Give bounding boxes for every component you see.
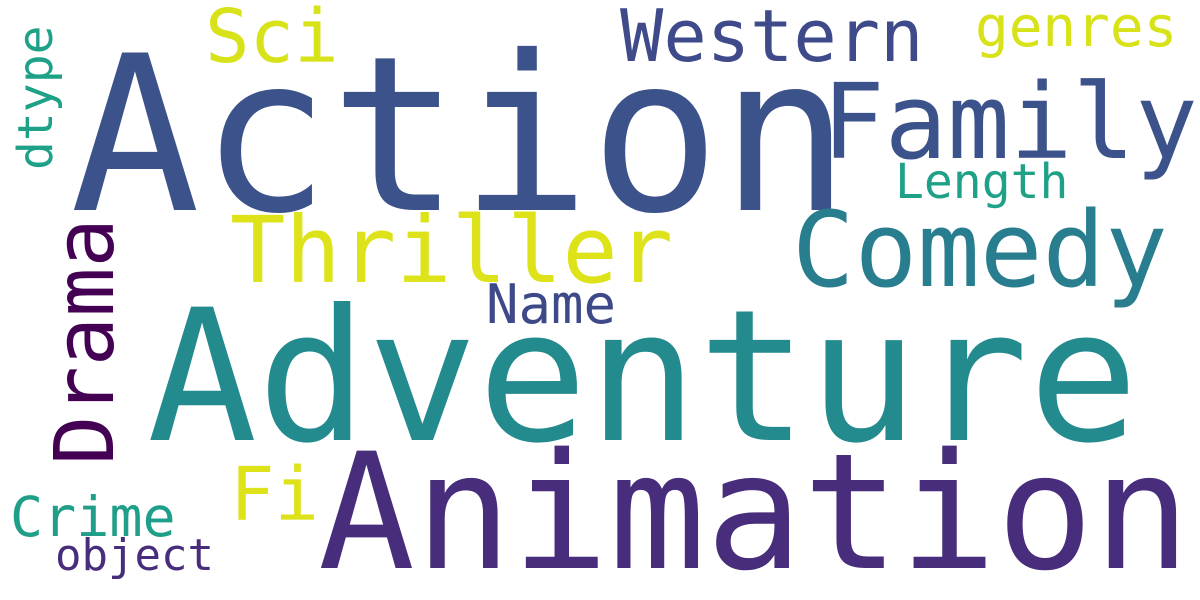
word-family: Family	[822, 61, 1198, 183]
word-western: Western	[620, 0, 924, 78]
word-action: Action	[70, 10, 851, 261]
word-length: Length	[895, 154, 1069, 210]
word-thriller: Thriller	[230, 197, 674, 304]
word-name: Name	[486, 273, 617, 336]
word-genres: genres	[975, 0, 1178, 60]
word-comedy: Comedy	[792, 189, 1168, 311]
word-dtype: dtype	[8, 25, 64, 171]
word-animation: Animation	[318, 419, 1191, 600]
word-object: object	[55, 530, 214, 581]
word-fi: Fi	[230, 452, 320, 538]
word-sci: Sci	[205, 0, 339, 80]
word-drama: Drama	[38, 218, 133, 465]
word-crime: Crime	[10, 485, 176, 549]
word-adventure: Adventure	[147, 271, 1139, 484]
